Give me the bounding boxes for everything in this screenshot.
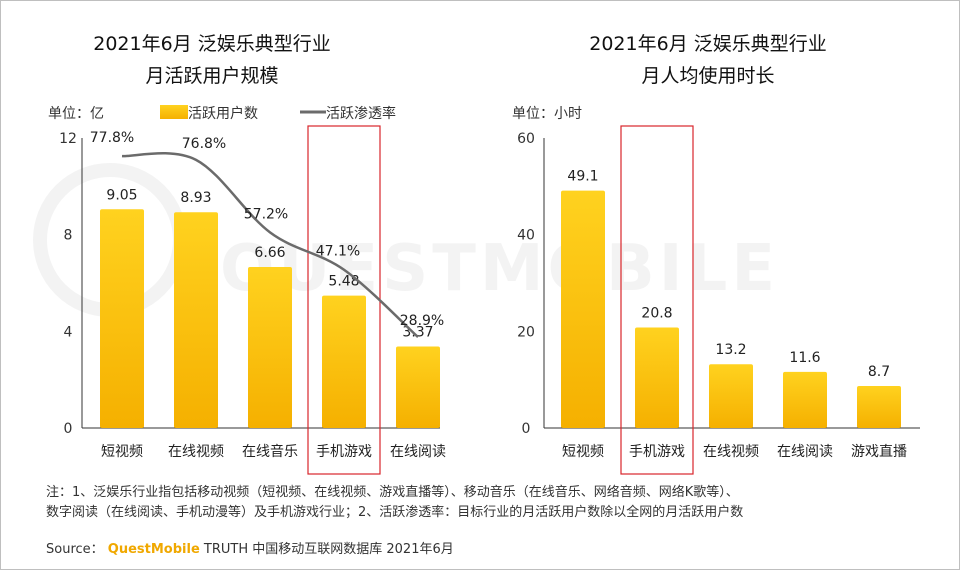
watermark: QUESTMOBILE — [33, 163, 779, 317]
left-plot: 048129.05短视频8.93在线视频6.66在线音乐5.48手机游戏3.37… — [59, 125, 446, 475]
right-y-tick-label: 0 — [522, 421, 531, 437]
left-legend: 活跃用户数 活跃渗透率 — [160, 105, 396, 122]
left-bar — [248, 267, 292, 428]
left-bar — [100, 209, 144, 428]
right-category-label: 在线阅读 — [777, 443, 833, 460]
left-bar-value-label: 5.48 — [328, 274, 359, 290]
watermark-text: QUESTMOBILE — [220, 232, 779, 306]
left-category-label: 在线视频 — [168, 444, 224, 460]
right-bar-value-label: 20.8 — [641, 305, 672, 321]
right-bar — [783, 371, 827, 428]
right-category-label: 短视频 — [562, 444, 604, 460]
left-y-tick-label: 12 — [59, 131, 77, 147]
legend-line-label: 活跃渗透率 — [326, 105, 396, 122]
legend-bar-label: 活跃用户数 — [188, 105, 258, 122]
right-category-label: 游戏直播 — [851, 443, 907, 460]
left-bar — [396, 346, 440, 428]
right-chart-title-line2: 月人均使用时长 — [641, 65, 774, 87]
left-y-tick-label: 4 — [64, 324, 73, 340]
footnote-line1: 注：1、泛娱乐行业指包括移动视频（短视频、在线视频、游戏直播等）、移动音乐（在线… — [46, 485, 739, 500]
left-chart-title-line1: 2021年6月 泛娱乐典型行业 — [93, 33, 330, 55]
right-category-label: 手机游戏 — [629, 444, 685, 460]
right-bar-value-label: 49.1 — [567, 169, 598, 185]
right-bar-value-label: 13.2 — [715, 342, 746, 358]
right-bar — [857, 385, 901, 428]
source-prefix: Source： — [46, 542, 104, 557]
right-bar — [635, 327, 679, 428]
footnote: 注：1、泛娱乐行业指包括移动视频（短视频、在线视频、游戏直播等）、移动音乐（在线… — [46, 483, 926, 523]
left-bar-value-label: 6.66 — [254, 245, 285, 261]
left-category-label: 在线阅读 — [390, 443, 446, 460]
left-penetration-line — [121, 152, 419, 338]
right-y-tick-label: 60 — [517, 131, 535, 147]
right-chart-title-line1: 2021年6月 泛娱乐典型行业 — [589, 33, 826, 55]
right-category-label: 在线视频 — [703, 444, 759, 460]
left-bar — [322, 295, 366, 428]
source-line: Source： QuestMobile TRUTH 中国移动互联网数据库 202… — [46, 538, 454, 557]
left-penetration-label: 47.1% — [316, 244, 360, 260]
left-category-label: 在线音乐 — [242, 443, 298, 460]
left-y-tick-label: 8 — [64, 228, 73, 244]
right-bar-value-label: 8.7 — [868, 364, 890, 380]
left-penetration-label: 76.8% — [182, 136, 226, 152]
left-bar-value-label: 8.93 — [180, 190, 211, 206]
source-rest: TRUTH 中国移动互联网数据库 2021年6月 — [203, 542, 454, 557]
right-bar — [709, 364, 753, 428]
right-plot: 0 20 40 60 49.1 短视频 20.8 手机游戏 13.2 在线视频 11.6 在线阅读 8.… — [517, 125, 920, 475]
left-penetration-label: 57.2% — [244, 206, 288, 222]
right-highlight-box — [620, 125, 694, 475]
right-y-tick-label: 40 — [517, 228, 535, 244]
left-category-label: 短视频 — [101, 444, 143, 460]
left-category-label: 手机游戏 — [316, 444, 372, 460]
left-bar — [174, 212, 218, 428]
left-y-tick-label: 0 — [64, 421, 73, 437]
footnote-line2: 数字阅读（在线阅读、手机动漫等）及手机游戏行业；2、活跃渗透率：目标行业的月活跃… — [46, 505, 744, 520]
source-brand: QuestMobile — [107, 542, 200, 557]
right-unit-label: 单位：小时 — [512, 106, 582, 122]
left-penetration-label: 28.9% — [400, 313, 444, 329]
left-bar-value-label: 9.05 — [106, 187, 137, 203]
legend-bar-swatch — [160, 105, 188, 119]
right-bar — [561, 190, 605, 428]
right-bar-value-label: 11.6 — [789, 350, 820, 366]
left-penetration-label: 77.8% — [90, 130, 134, 146]
left-unit-label: 单位：亿 — [48, 106, 104, 122]
right-y-tick-label: 20 — [517, 324, 535, 340]
left-chart-title-line2: 月活跃用户规模 — [145, 65, 278, 87]
